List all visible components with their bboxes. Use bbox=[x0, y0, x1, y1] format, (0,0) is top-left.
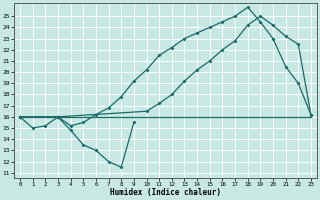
X-axis label: Humidex (Indice chaleur): Humidex (Indice chaleur) bbox=[110, 188, 221, 197]
